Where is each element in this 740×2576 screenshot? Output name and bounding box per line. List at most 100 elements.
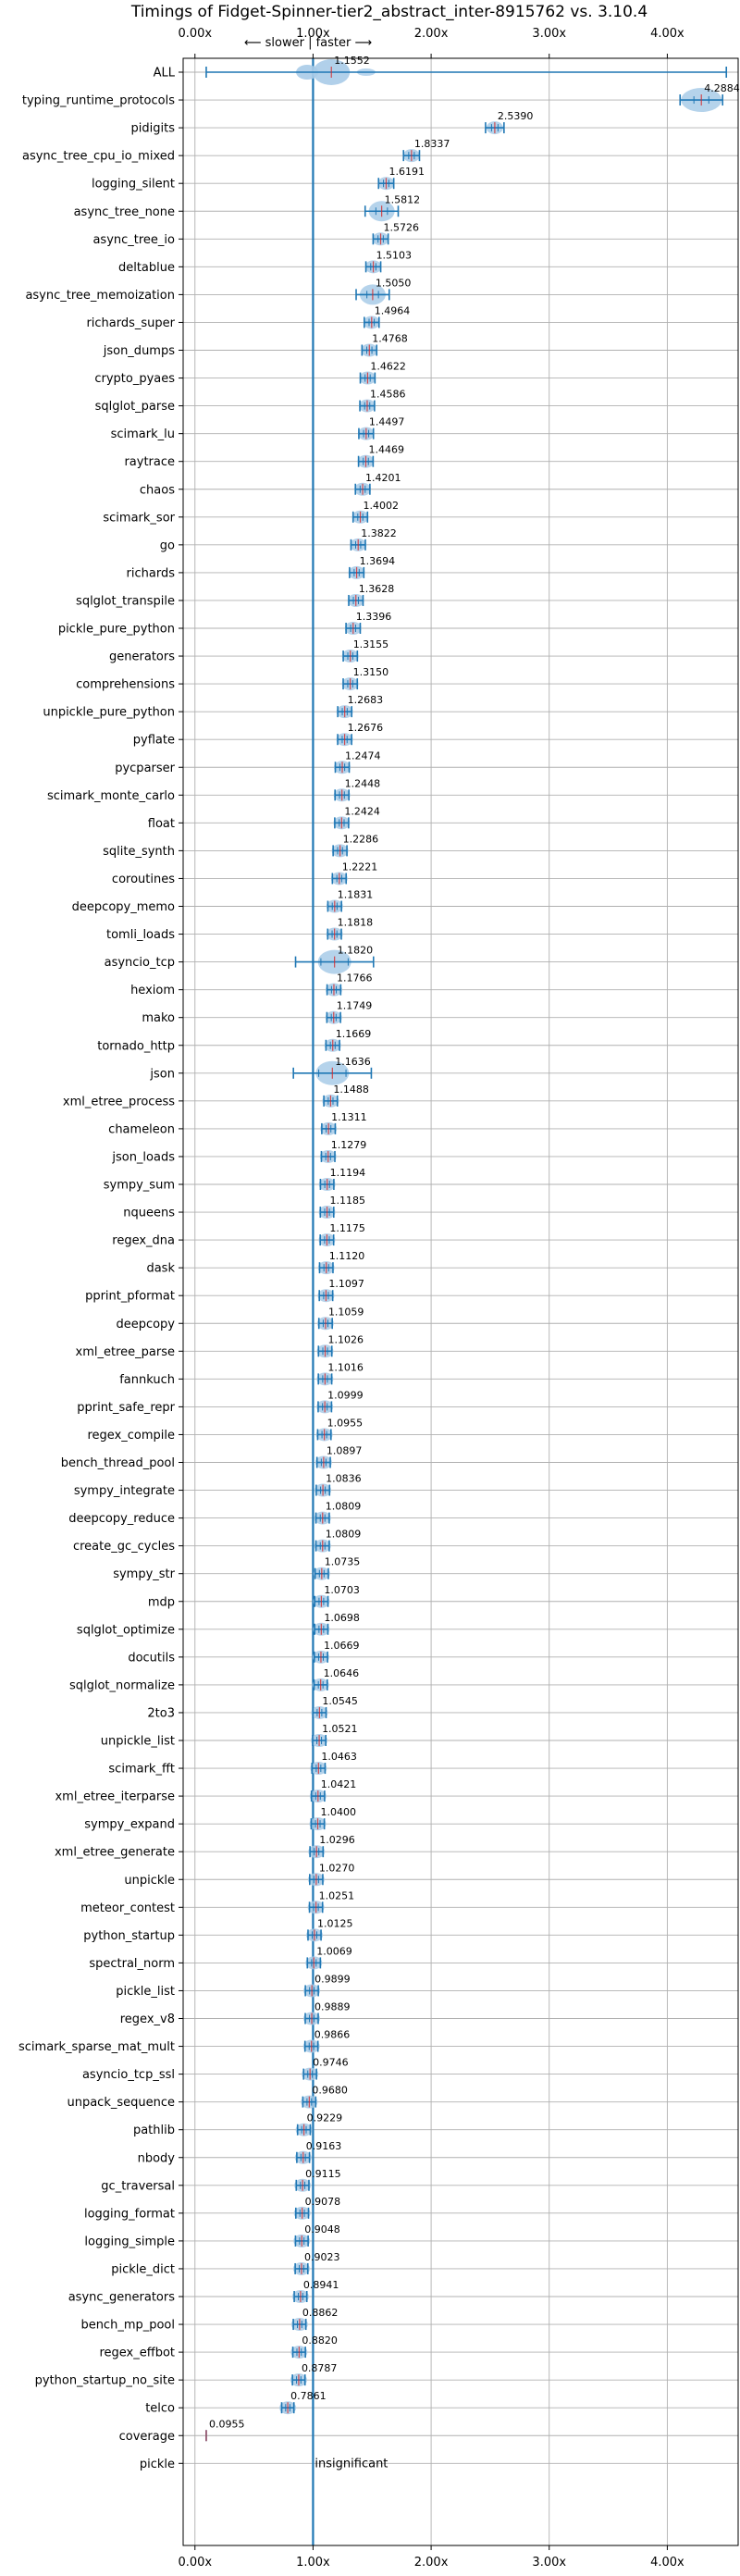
direction-annotation: ⟵ slower | faster ⟶	[244, 36, 372, 50]
category-label: json	[149, 1067, 175, 1081]
value-label: 1.2448	[345, 777, 381, 789]
category-label: xml_etree_process	[63, 1095, 175, 1108]
x-tick-label-bottom: 2.00x	[414, 2556, 449, 2570]
value-label: 1.1749	[337, 1000, 373, 1012]
value-label: 1.1552	[334, 55, 370, 67]
category-label: tomli_loads	[106, 928, 175, 942]
value-label: 0.9163	[306, 2140, 342, 2152]
value-label: 1.1097	[328, 1278, 364, 1290]
category-label: bench_thread_pool	[61, 1456, 175, 1470]
value-label: 1.0669	[324, 1640, 360, 1652]
value-label: 1.4002	[364, 500, 400, 512]
category-label: telco	[145, 2402, 175, 2416]
x-tick-label-top: 2.00x	[414, 27, 449, 41]
category-label: regex_effbot	[99, 2347, 175, 2360]
category-label: deepcopy_memo	[72, 900, 175, 914]
value-label: 1.0421	[321, 1778, 357, 1790]
category-label: logging_format	[84, 2207, 175, 2221]
value-label: 1.4964	[375, 304, 411, 316]
category-label: bench_mp_pool	[80, 2319, 175, 2333]
category-label: pathlib	[133, 2124, 175, 2137]
category-label: generators	[109, 650, 175, 664]
value-label: 4.2884	[704, 82, 740, 94]
category-label: 2to3	[147, 1706, 175, 1720]
value-label: 1.4586	[370, 389, 406, 401]
value-label: 1.1059	[328, 1306, 364, 1318]
category-label: sympy_integrate	[74, 1484, 175, 1498]
value-label: 1.0698	[324, 1612, 360, 1624]
category-label: regex_dna	[112, 1234, 175, 1248]
category-label: hexiom	[130, 984, 175, 997]
category-label: sqlglot_transpile	[76, 594, 175, 608]
category-label: pprint_safe_repr	[77, 1401, 175, 1415]
category-label: deltablue	[118, 261, 175, 275]
value-label: 1.1311	[331, 1111, 367, 1123]
value-label: 1.1016	[327, 1361, 364, 1373]
category-label: unpickle_list	[101, 1735, 175, 1749]
x-tick-label-bottom: 0.00x	[178, 2556, 212, 2570]
value-label: 1.2474	[345, 749, 381, 762]
value-label: 1.3628	[359, 583, 395, 595]
category-label: docutils	[128, 1651, 175, 1665]
value-label: 1.5103	[376, 249, 413, 261]
value-label: 1.5812	[385, 193, 421, 205]
value-label: 0.8787	[302, 2362, 338, 2374]
x-tick-label-top: 3.00x	[532, 27, 566, 41]
category-label: logging_silent	[92, 178, 175, 192]
category-label: unpickle	[124, 1874, 175, 1888]
value-label: 0.8862	[302, 2307, 339, 2319]
value-label: 1.1831	[338, 889, 374, 901]
category-label: pickle_dict	[111, 2262, 175, 2276]
value-label: 0.9866	[314, 2029, 351, 2041]
category-label: pyflate	[133, 734, 175, 748]
category-label: meteor_contest	[80, 1901, 175, 1915]
category-label: async_generators	[68, 2291, 176, 2305]
category-label: scimark_lu	[111, 427, 175, 441]
value-label: 1.0836	[326, 1473, 362, 1485]
category-label: fannkuch	[119, 1373, 175, 1387]
category-label: sqlite_synth	[103, 845, 175, 859]
category-label: mako	[142, 1011, 175, 1025]
category-label: nqueens	[123, 1207, 175, 1220]
value-label: 0.9048	[304, 2223, 340, 2235]
category-label: chaos	[140, 483, 175, 497]
value-label: 1.0463	[321, 1751, 357, 1763]
category-label: async_tree_cpu_io_mixed	[22, 150, 175, 164]
value-label: 1.3396	[356, 611, 392, 623]
category-label: scimark_fft	[108, 1763, 175, 1777]
category-label: raytrace	[124, 455, 175, 469]
value-label: 1.0646	[324, 1667, 360, 1679]
category-label: spectral_norm	[89, 1957, 175, 1971]
value-label: 0.0955	[209, 2418, 245, 2430]
value-label: 1.1194	[330, 1167, 366, 1179]
plot-frame	[182, 57, 739, 2546]
marks-layer	[205, 58, 728, 2545]
value-label: 1.1279	[331, 1139, 367, 1151]
category-label: coroutines	[112, 873, 175, 886]
x-tick-label-bottom: 3.00x	[532, 2556, 566, 2570]
value-label: 1.1120	[329, 1250, 365, 1262]
x-tick-label-bottom: 1.00x	[296, 2556, 330, 2570]
value-label: 0.8820	[302, 2334, 338, 2347]
category-label: sqlglot_optimize	[77, 1623, 175, 1637]
category-label: xml_etree_iterparse	[55, 1790, 175, 1804]
value-label: 1.5726	[384, 221, 420, 233]
category-label: scimark_sor	[103, 511, 175, 525]
category-label: float	[148, 817, 175, 831]
value-label: 1.2676	[348, 722, 384, 734]
value-label: 0.9023	[304, 2251, 340, 2263]
value-label: 1.6191	[388, 166, 425, 178]
value-label: 1.3150	[353, 666, 389, 678]
value-label: 1.3155	[353, 638, 389, 650]
value-label: 1.0809	[326, 1529, 362, 1541]
category-label: xml_etree_parse	[76, 1345, 175, 1359]
category-label: pycparser	[115, 762, 175, 775]
category-label: richards_super	[86, 316, 175, 330]
value-label: 1.0703	[324, 1584, 360, 1596]
value-label: 1.5050	[376, 277, 412, 289]
category-label: pidigits	[131, 122, 176, 136]
category-label: sqlglot_normalize	[69, 1678, 175, 1692]
value-label: 1.0125	[317, 1917, 353, 1929]
value-label: 1.0955	[327, 1417, 364, 1429]
